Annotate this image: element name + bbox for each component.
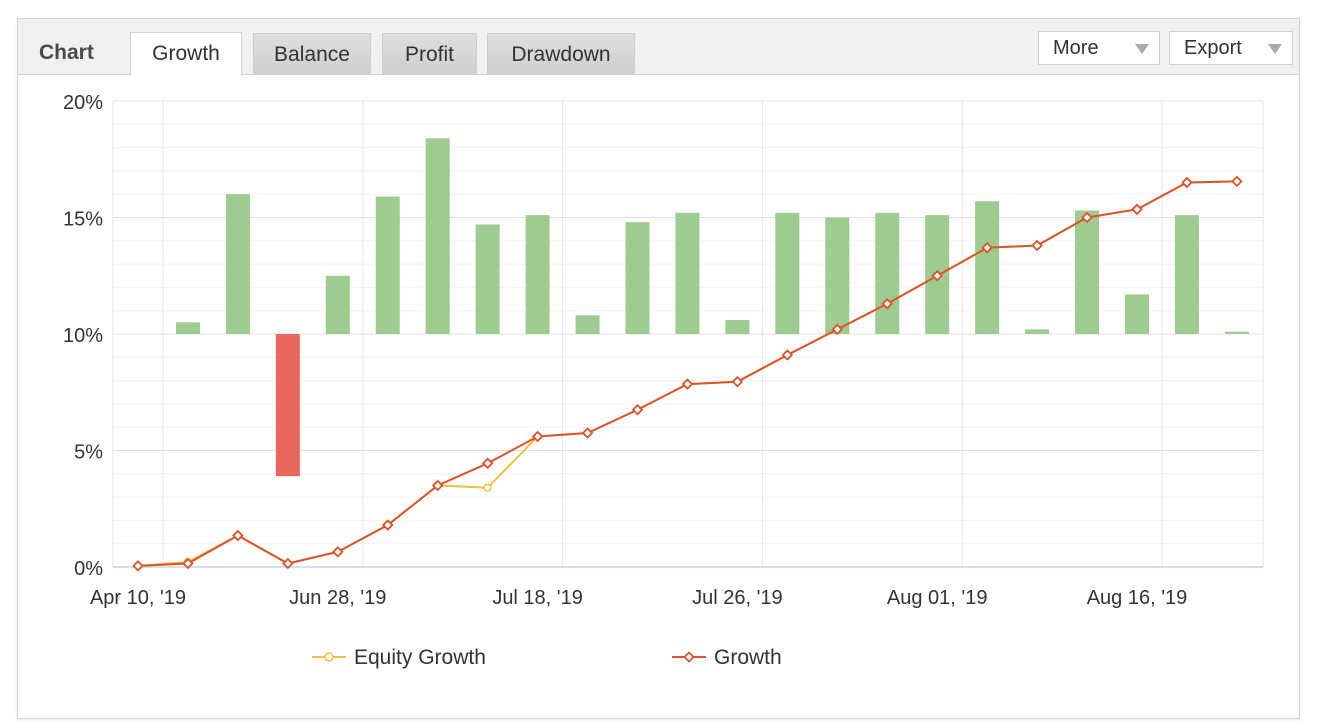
growth-point: [232, 529, 244, 542]
growth-point: [831, 323, 844, 336]
chart-panel: Chart Growth Balance Profit Drawdown Mor…: [17, 18, 1300, 719]
bar: [425, 138, 450, 334]
x-tick-label: Jul 18, '19: [492, 587, 583, 609]
bar: [575, 315, 600, 334]
legend-marker: [683, 651, 695, 663]
chart-label: Chart: [39, 41, 94, 64]
more-chevron-down-icon: [1135, 44, 1149, 54]
growth-point: [1081, 211, 1093, 224]
growth-point: [431, 479, 444, 492]
growth-point: [631, 403, 644, 416]
growth-point: [282, 557, 294, 570]
bar: [875, 212, 900, 334]
x-tick-label: Jul 26, '19: [692, 587, 783, 609]
growth-point: [681, 378, 694, 390]
bar: [375, 196, 400, 334]
growth-point: [581, 427, 594, 439]
bar: [1025, 329, 1050, 334]
equity-growth-point: [483, 483, 492, 493]
bar: [1075, 210, 1100, 334]
legend-growth[interactable]: Growth: [714, 646, 782, 669]
bar: [625, 222, 650, 334]
growth-point: [1131, 203, 1143, 216]
bar: [1125, 294, 1149, 334]
y-axis: 0% 5% 10% 15% 20%: [63, 92, 103, 580]
legend-marker: [324, 652, 334, 662]
y-tick-label: 15%: [63, 209, 103, 231]
growth-point: [781, 349, 794, 361]
growth-point: [731, 375, 744, 388]
bar: [475, 224, 500, 334]
export-chevron-down-icon: [1268, 44, 1282, 54]
bar: [175, 322, 200, 334]
growth-point: [182, 557, 194, 570]
growth-point: [881, 297, 894, 310]
tab-profit[interactable]: Profit: [382, 33, 477, 75]
bar: [225, 194, 250, 334]
bar: [1224, 331, 1249, 334]
y-tick-label: 20%: [63, 92, 103, 114]
growth-point: [481, 457, 494, 470]
export-button[interactable]: Export: [1169, 31, 1293, 65]
tab-drawdown[interactable]: Drawdown: [487, 33, 635, 75]
bar: [975, 201, 1000, 334]
bar: [325, 275, 350, 334]
legend[interactable]: Equity Growth Growth: [312, 646, 782, 669]
growth-point: [132, 560, 144, 572]
growth-point: [1031, 239, 1043, 252]
y-tick-label: 10%: [63, 325, 103, 347]
y-tick-label: 5%: [74, 442, 103, 464]
growth-point: [332, 546, 344, 558]
x-axis: Apr 10, '19 Jun 28, '19 Jul 18, '19 Jul 26,…: [90, 587, 1187, 609]
growth-point: [931, 269, 943, 282]
growth-point: [531, 430, 544, 443]
bar: [775, 212, 800, 334]
more-label: More: [1053, 37, 1099, 59]
bar: [1174, 215, 1199, 334]
tab-growth[interactable]: Growth: [130, 32, 242, 76]
bar: [525, 215, 550, 334]
growth-point: [1181, 176, 1193, 189]
bar-series: [175, 138, 1249, 477]
x-tick-label: Aug 01, '19: [887, 587, 988, 609]
growth-point: [981, 242, 993, 254]
chart-header: Chart Growth Balance Profit Drawdown Mor…: [18, 19, 1299, 76]
export-label: Export: [1184, 37, 1242, 59]
x-tick-label: Jun 28, '19: [289, 587, 386, 609]
legend-equity-growth[interactable]: Equity Growth: [354, 646, 486, 669]
growth-point: [1231, 175, 1243, 188]
bar: [275, 334, 300, 477]
tab-balance[interactable]: Balance: [253, 33, 371, 75]
growth-point: [381, 519, 394, 531]
y-tick-label: 0%: [74, 558, 103, 580]
x-tick-label: Apr 10, '19: [90, 587, 186, 609]
line-series: [132, 175, 1243, 572]
bar: [825, 217, 850, 334]
bar: [675, 212, 700, 334]
more-button[interactable]: More: [1038, 31, 1160, 65]
bar: [725, 320, 750, 334]
x-tick-label: Aug 16, '19: [1087, 587, 1188, 609]
